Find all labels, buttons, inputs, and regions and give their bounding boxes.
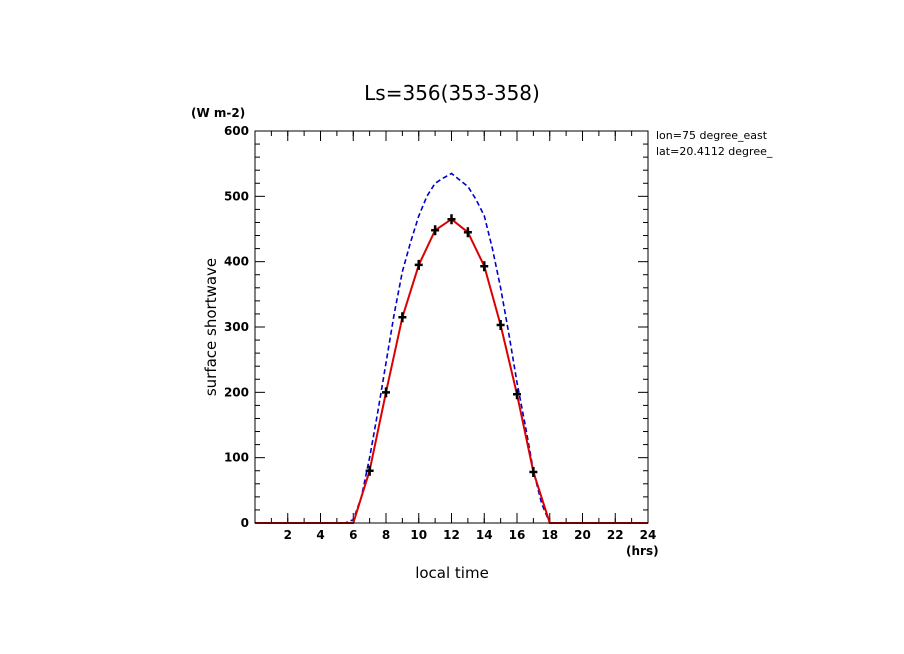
x-tick-label: 20 xyxy=(574,528,591,542)
y-tick-label: 0 xyxy=(241,516,249,530)
x-tick-label: 12 xyxy=(443,528,460,542)
x-tick-label: 16 xyxy=(509,528,526,542)
x-tick-label: 6 xyxy=(349,528,357,542)
x-unit-label: (hrs) xyxy=(626,544,659,558)
plus-marker xyxy=(529,467,538,478)
plus-marker xyxy=(398,312,407,323)
x-tick-label: 2 xyxy=(284,528,292,542)
dashed-series-line xyxy=(255,172,648,524)
x-axis-label: local time xyxy=(415,564,489,582)
plus-marker xyxy=(382,387,390,398)
y-unit-label: (W m-2) xyxy=(191,106,245,120)
plus-marker xyxy=(365,465,374,476)
x-tick-label: 14 xyxy=(476,528,493,542)
annotation-lat: lat=20.4112 degree_ xyxy=(656,145,773,158)
plus-marker xyxy=(431,225,440,236)
plus-marker xyxy=(480,261,489,272)
plot-frame xyxy=(254,130,649,524)
solid-series-line xyxy=(255,217,648,524)
plus-marker xyxy=(447,214,456,225)
plus-marker xyxy=(414,259,423,270)
x-tick-label: 8 xyxy=(382,528,390,542)
y-axis-label: surface shortwave xyxy=(202,258,220,396)
plus-marker xyxy=(463,227,472,238)
plus-marker xyxy=(496,320,505,331)
y-tick-label: 500 xyxy=(224,189,249,203)
plot-series xyxy=(255,172,648,524)
plus-marker xyxy=(513,389,521,400)
x-tick-label: 10 xyxy=(410,528,427,542)
x-tick-label: 4 xyxy=(316,528,324,542)
y-tick-label: 600 xyxy=(224,124,249,138)
y-tick-label: 300 xyxy=(224,320,249,334)
y-tick-label: 400 xyxy=(224,255,249,269)
marker-series xyxy=(365,214,538,478)
y-tick-label: 200 xyxy=(224,385,249,399)
chart-title: Ls=356(353-358) xyxy=(364,81,540,105)
x-tick-label: 24 xyxy=(640,528,657,542)
y-tick-label: 100 xyxy=(224,451,249,465)
x-tick-label: 22 xyxy=(607,528,624,542)
annotation-lon: lon=75 degree_east xyxy=(656,129,768,142)
x-tick-label: 18 xyxy=(541,528,558,542)
